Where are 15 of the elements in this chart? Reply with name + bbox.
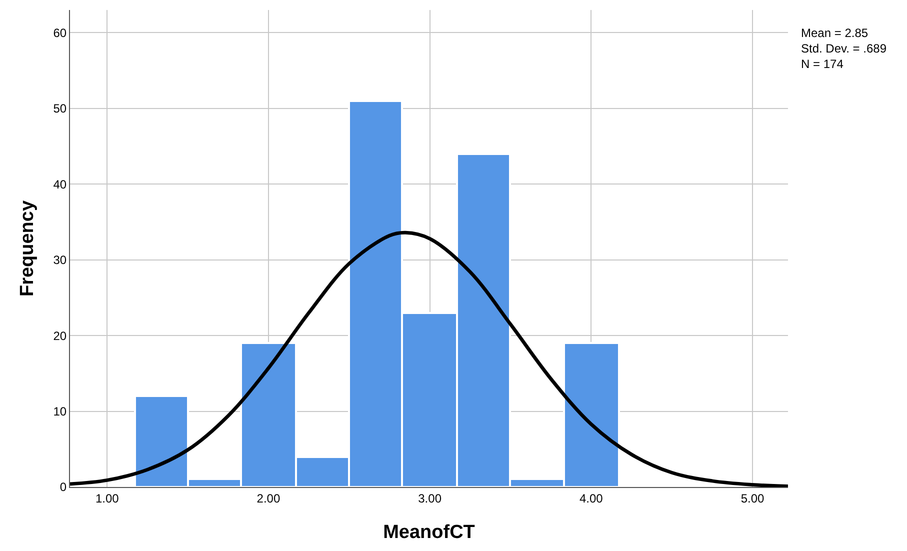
x-tick-label: 2.00 xyxy=(256,491,280,506)
y-tick-label: 40 xyxy=(53,177,67,192)
y-tick-label: 30 xyxy=(53,253,67,268)
x-tick-label: 5.00 xyxy=(740,491,764,506)
y-tick-label: 20 xyxy=(53,328,67,343)
x-tick-label: 3.00 xyxy=(418,491,442,506)
y-axis-title: Frequency xyxy=(17,200,38,297)
y-tick-label: 0 xyxy=(60,480,67,494)
text: Mean = 2.85 Std. Dev. = .689 N = 174 xyxy=(801,26,887,72)
x-tick-label: 4.00 xyxy=(579,491,604,506)
y-tick-label: 60 xyxy=(53,26,67,40)
y-tick-label: 50 xyxy=(53,102,67,116)
y-tick-label: 10 xyxy=(53,404,67,418)
x-axis-title: MeanofCT xyxy=(383,522,476,544)
x-tick-label: 1.00 xyxy=(95,491,120,506)
